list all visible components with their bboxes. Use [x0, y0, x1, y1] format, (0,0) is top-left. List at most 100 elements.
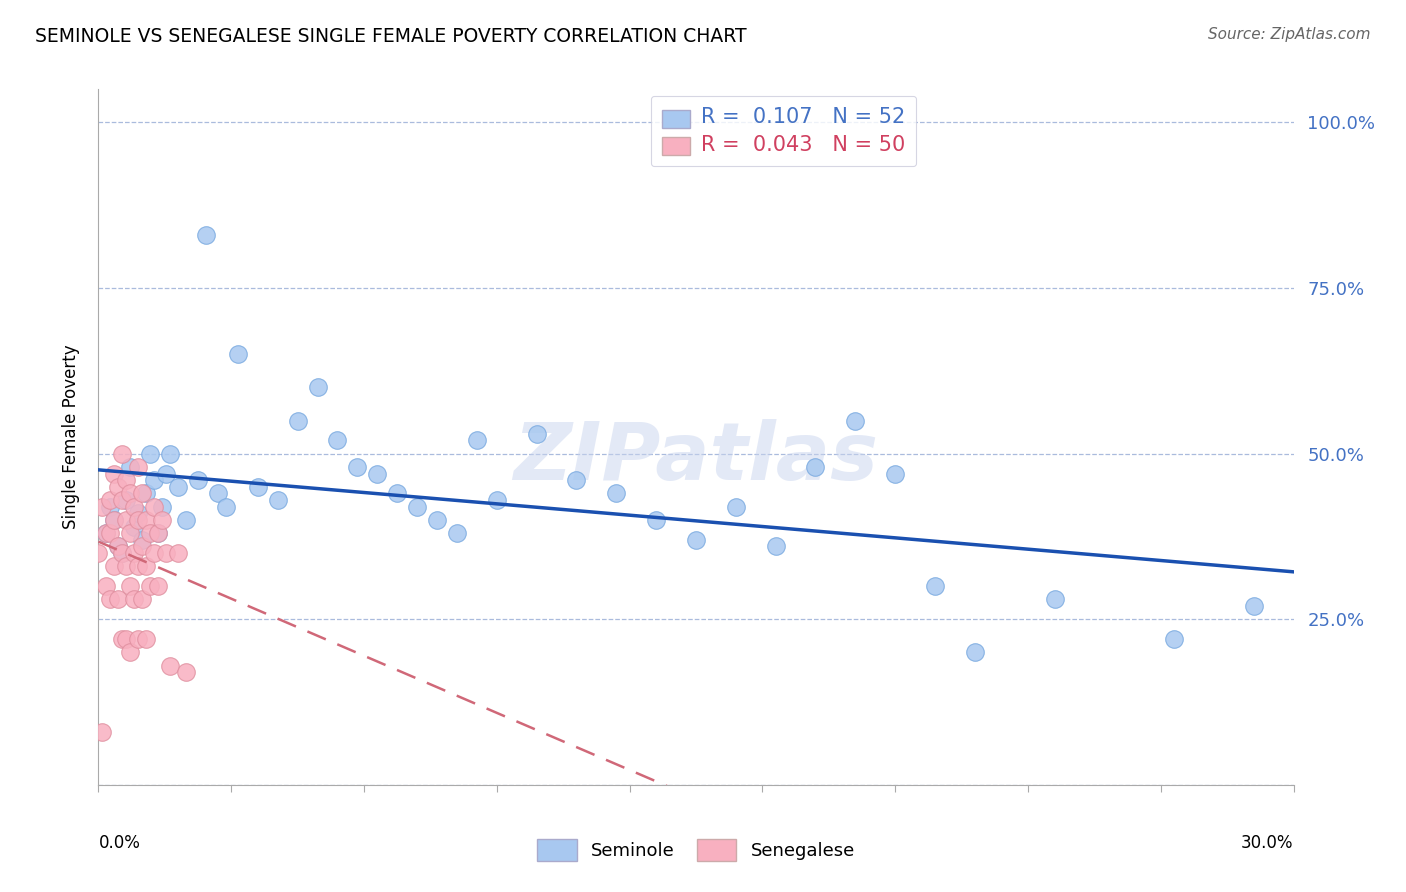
Point	[143, 473, 166, 487]
Point	[187, 473, 209, 487]
Point	[226, 347, 249, 361]
Point	[103, 467, 125, 481]
Point	[150, 500, 173, 514]
Point	[963, 645, 986, 659]
Point	[167, 480, 190, 494]
Point	[131, 540, 153, 554]
Point	[100, 493, 122, 508]
Point	[127, 513, 149, 527]
Point	[127, 559, 149, 574]
Point	[155, 546, 177, 560]
Point	[167, 546, 190, 560]
Point	[1043, 592, 1066, 607]
Point	[287, 413, 309, 427]
Point	[804, 459, 827, 474]
Point	[96, 526, 118, 541]
Point	[87, 546, 110, 560]
Point	[139, 579, 162, 593]
Point	[148, 579, 170, 593]
Point	[124, 546, 146, 560]
Point	[924, 579, 946, 593]
Point	[131, 592, 153, 607]
Point	[207, 486, 229, 500]
Point	[103, 513, 125, 527]
Point	[143, 546, 166, 560]
Point	[366, 467, 388, 481]
Point	[150, 513, 173, 527]
Point	[100, 500, 122, 514]
Legend: Seminole, Senegalese: Seminole, Senegalese	[524, 826, 868, 873]
Point	[135, 632, 157, 647]
Point	[124, 592, 146, 607]
Point	[111, 447, 134, 461]
Point	[124, 519, 146, 533]
Point	[215, 500, 238, 514]
Point	[685, 533, 707, 547]
Point	[103, 513, 125, 527]
Point	[159, 658, 181, 673]
Point	[765, 540, 787, 554]
Point	[91, 500, 114, 514]
Point	[159, 447, 181, 461]
Point	[103, 559, 125, 574]
Point	[127, 459, 149, 474]
Point	[100, 592, 122, 607]
Point	[107, 592, 129, 607]
Point	[1163, 632, 1185, 647]
Point	[645, 513, 668, 527]
Point	[406, 500, 429, 514]
Text: 30.0%: 30.0%	[1241, 834, 1294, 852]
Point	[135, 513, 157, 527]
Point	[135, 486, 157, 500]
Point	[326, 434, 349, 448]
Point	[307, 380, 329, 394]
Point	[111, 493, 134, 508]
Point	[124, 500, 146, 514]
Point	[246, 480, 269, 494]
Point	[426, 513, 449, 527]
Point	[120, 459, 142, 474]
Point	[465, 434, 488, 448]
Point	[115, 513, 138, 527]
Point	[127, 632, 149, 647]
Point	[115, 632, 138, 647]
Point	[139, 447, 162, 461]
Point	[120, 579, 142, 593]
Point	[143, 500, 166, 514]
Y-axis label: Single Female Poverty: Single Female Poverty	[62, 345, 80, 529]
Point	[724, 500, 747, 514]
Point	[385, 486, 409, 500]
Point	[96, 526, 118, 541]
Point	[139, 526, 162, 541]
Point	[174, 513, 197, 527]
Point	[346, 459, 368, 474]
Point	[111, 546, 134, 560]
Point	[526, 426, 548, 441]
Text: SEMINOLE VS SENEGALESE SINGLE FEMALE POVERTY CORRELATION CHART: SEMINOLE VS SENEGALESE SINGLE FEMALE POV…	[35, 27, 747, 45]
Point	[446, 526, 468, 541]
Point	[115, 473, 138, 487]
Point	[148, 526, 170, 541]
Point	[120, 645, 142, 659]
Point	[155, 467, 177, 481]
Point	[127, 506, 149, 520]
Point	[111, 546, 134, 560]
Point	[107, 540, 129, 554]
Point	[131, 486, 153, 500]
Point	[120, 486, 142, 500]
Point	[120, 526, 142, 541]
Point	[107, 480, 129, 494]
Point	[195, 227, 218, 242]
Point	[884, 467, 907, 481]
Point	[111, 632, 134, 647]
Point	[1243, 599, 1265, 613]
Point	[100, 526, 122, 541]
Point	[135, 559, 157, 574]
Point	[485, 493, 508, 508]
Point	[267, 493, 290, 508]
Point	[96, 579, 118, 593]
Text: ZIPatlas: ZIPatlas	[513, 419, 879, 497]
Point	[605, 486, 627, 500]
Point	[565, 473, 588, 487]
Point	[115, 559, 138, 574]
